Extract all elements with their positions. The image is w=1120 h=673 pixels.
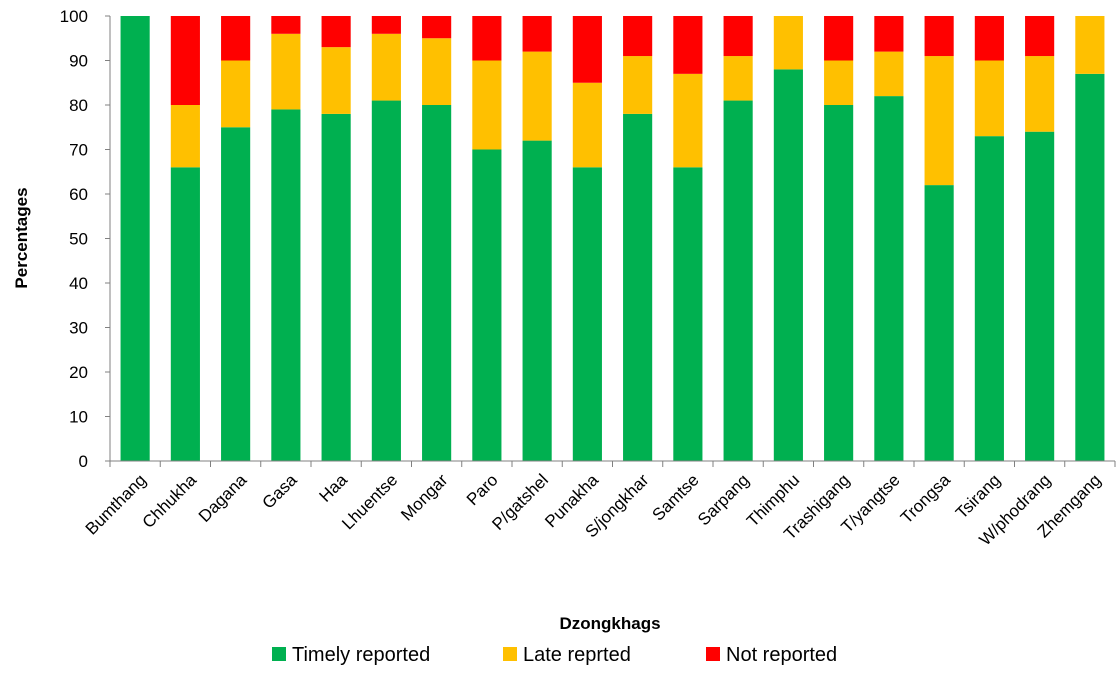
bar-segment-late-reprted — [422, 38, 452, 105]
y-tick-label: 100 — [60, 7, 88, 26]
x-tick-label: Dagana — [195, 470, 251, 526]
bar-segment-not-reported — [824, 16, 854, 61]
bar-segment-late-reprted — [522, 51, 552, 141]
bar-segment-not-reported — [1025, 16, 1055, 57]
bar-segment-not-reported — [422, 16, 452, 39]
bar-segment-not-reported — [170, 16, 200, 105]
y-tick-label: 60 — [69, 185, 88, 204]
bar-segment-late-reprted — [723, 56, 753, 101]
bar-segment-timely-reported — [924, 185, 954, 461]
bar-segment-timely-reported — [1025, 131, 1055, 461]
bar-segment-not-reported — [723, 16, 753, 57]
bar-segment-timely-reported — [221, 127, 251, 461]
bar-segment-timely-reported — [673, 167, 703, 462]
bar-segment-not-reported — [623, 16, 653, 57]
bar-segment-late-reprted — [673, 73, 703, 168]
y-tick-label: 80 — [69, 96, 88, 115]
legend-label: Not reported — [726, 644, 837, 666]
bar-segment-timely-reported — [120, 16, 150, 461]
bar-segment-timely-reported — [773, 69, 803, 462]
bar-segment-timely-reported — [723, 100, 753, 462]
bar-segment-timely-reported — [170, 167, 200, 462]
x-axis-title: Dzongkhags — [559, 614, 660, 633]
x-tick-label: Trongsa — [897, 470, 954, 527]
bar-segment-timely-reported — [522, 140, 552, 461]
x-tick-label: Chhukha — [139, 470, 201, 532]
bar-segment-late-reprted — [472, 60, 502, 150]
bar-segment-timely-reported — [974, 136, 1004, 461]
bar-segment-late-reprted — [623, 56, 653, 114]
bar-segment-timely-reported — [472, 149, 502, 461]
bar-segment-timely-reported — [1075, 73, 1105, 461]
bar-segment-timely-reported — [321, 113, 351, 462]
x-tick-label: P/gatshel — [488, 470, 552, 534]
bar-segment-late-reprted — [371, 33, 401, 101]
y-tick-label: 40 — [69, 274, 88, 293]
bar-segment-late-reprted — [321, 47, 351, 114]
bar-segment-not-reported — [874, 16, 904, 52]
bar-segment-late-reprted — [221, 60, 251, 128]
bar-segment-not-reported — [472, 16, 502, 61]
legend-label: Timely reported — [292, 644, 430, 666]
x-tick-label: Mongar — [397, 470, 451, 524]
legend-swatch — [503, 647, 517, 661]
bar-segment-not-reported — [673, 16, 703, 74]
bar-segment-late-reprted — [170, 105, 200, 168]
bar-segment-not-reported — [271, 16, 301, 34]
x-tick-label: Sarpang — [694, 470, 753, 529]
y-tick-label: 50 — [69, 230, 88, 249]
x-tick-label: Lhuentse — [338, 470, 401, 533]
y-axis-title: Percentages — [12, 187, 31, 288]
y-tick-label: 30 — [69, 319, 88, 338]
y-tick-label: 20 — [69, 363, 88, 382]
y-axis-ticks: 0 10 20 30 40 50 60 70 80 90 100 — [60, 7, 110, 471]
bar-segment-late-reprted — [974, 60, 1004, 137]
bar-segment-timely-reported — [874, 96, 904, 461]
bar-segment-late-reprted — [271, 33, 301, 110]
bar-segment-not-reported — [924, 16, 954, 57]
bar-segment-not-reported — [974, 16, 1004, 61]
legend: Timely reported Late reprted Not reported — [272, 644, 837, 666]
bar-segment-not-reported — [221, 16, 251, 61]
y-tick-label: 10 — [69, 408, 88, 427]
bar-segment-timely-reported — [271, 109, 301, 461]
x-tick-label: Gasa — [259, 470, 302, 513]
bar-segment-late-reprted — [1025, 56, 1055, 132]
bar-segment-not-reported — [572, 16, 602, 83]
bars-group — [120, 16, 1105, 462]
bar-segment-timely-reported — [623, 113, 653, 462]
bar-segment-late-reprted — [572, 82, 602, 168]
legend-swatch — [706, 647, 720, 661]
x-tick-label: Paro — [463, 470, 502, 509]
bar-segment-timely-reported — [572, 167, 602, 462]
bar-segment-not-reported — [522, 16, 552, 52]
bar-segment-not-reported — [371, 16, 401, 34]
bar-segment-timely-reported — [824, 105, 854, 461]
y-tick-label: 0 — [79, 452, 88, 471]
legend-label: Late reprted — [523, 644, 631, 666]
y-tick-label: 70 — [69, 141, 88, 160]
bar-segment-late-reprted — [924, 56, 954, 186]
bar-segment-late-reprted — [824, 60, 854, 105]
bar-segment-timely-reported — [371, 100, 401, 462]
y-tick-label: 90 — [69, 52, 88, 71]
bar-segment-late-reprted — [874, 51, 904, 97]
legend-swatch — [272, 647, 286, 661]
bar-segment-late-reprted — [773, 16, 803, 70]
bar-segment-not-reported — [321, 16, 351, 48]
x-tick-label: Haa — [315, 470, 351, 506]
bar-segment-timely-reported — [422, 105, 452, 461]
bar-segment-late-reprted — [1075, 16, 1105, 74]
x-tick-label: Bumthang — [82, 470, 150, 538]
